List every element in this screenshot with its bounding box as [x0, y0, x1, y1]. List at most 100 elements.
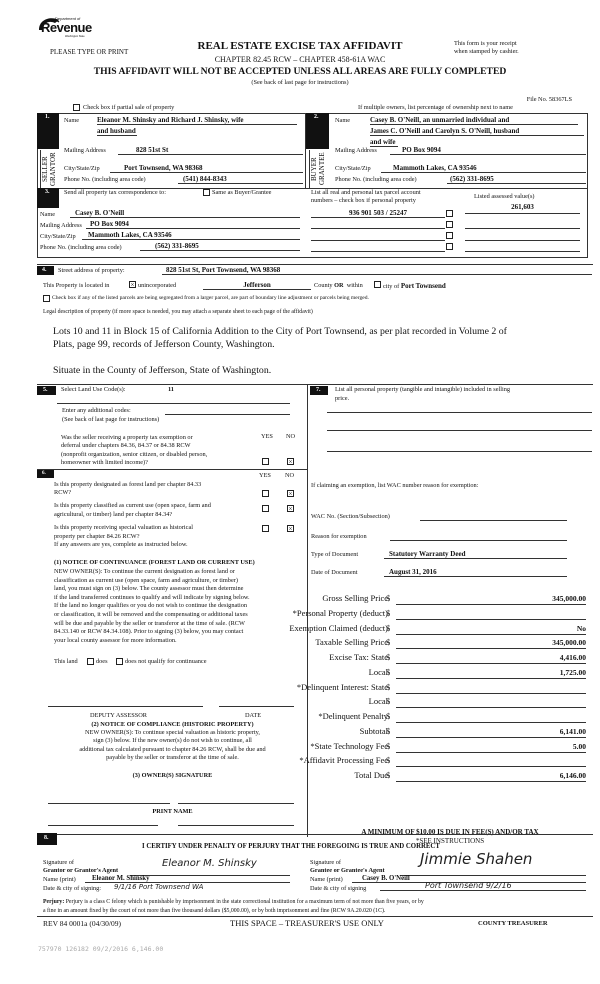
additional-codes-line[interactable] — [165, 414, 290, 415]
property-street[interactable]: 828 51st St, Port Townsend, WA 98368 — [162, 266, 592, 275]
grantor-signature-line[interactable] — [130, 875, 290, 876]
forest-q-2: RCW? — [54, 489, 72, 496]
tax-row-value[interactable]: 6,141.00 — [396, 727, 586, 738]
does-not-checkbox[interactable] — [116, 658, 123, 665]
land-use-line[interactable] — [57, 403, 290, 404]
deputy-signature-line[interactable] — [48, 706, 203, 707]
personal-property-line-2[interactable] — [327, 430, 592, 431]
corr-name[interactable]: Casey B. O'Neill — [70, 209, 300, 218]
print-name-line-1[interactable] — [48, 825, 158, 826]
land-use-code[interactable]: 11 — [168, 386, 174, 393]
corr-phone-label: Phone No. (including area code) — [40, 244, 122, 251]
personal-property-checkbox-1[interactable] — [446, 210, 453, 217]
historic-yes-checkbox[interactable] — [262, 525, 269, 532]
tax-row-value[interactable]: No — [396, 624, 586, 635]
assessed-label: Listed assessed value(s) — [474, 193, 535, 200]
parcel-line-2[interactable] — [311, 228, 445, 229]
tax-row-value[interactable] — [396, 712, 586, 723]
corr-phone[interactable]: (562) 331-8695 — [140, 242, 300, 251]
section-8-number: 8. — [37, 833, 57, 845]
county-name[interactable]: Jefferson — [203, 281, 311, 290]
assessed-line-4[interactable] — [465, 251, 580, 252]
seller-city[interactable]: Port Townsend, WA 98368 — [110, 164, 303, 173]
tax-row-value[interactable]: 6,146.00 — [396, 771, 586, 782]
segregated-checkbox[interactable] — [43, 295, 50, 302]
current-use-no-checkbox[interactable]: × — [287, 505, 294, 513]
buyer-name-line3[interactable]: and wife — [370, 138, 398, 147]
exempt-yes-checkbox[interactable] — [262, 458, 269, 465]
doc-date[interactable]: August 31, 2016 — [384, 568, 567, 577]
tax-row-value[interactable]: 5.00 — [396, 742, 586, 753]
exempt-no-checkbox[interactable]: × — [287, 458, 294, 466]
partial-sale-checkbox[interactable] — [73, 104, 80, 111]
seller-name-line1[interactable]: Eleanor M. Shinsky and Richard J. Shinsk… — [97, 116, 297, 125]
personal-property-checkbox-3[interactable] — [446, 232, 453, 239]
parcel-line-4[interactable] — [311, 251, 445, 252]
grantee-signature-text: Jimmie Shahen — [420, 850, 533, 868]
tax-row-value[interactable] — [396, 756, 586, 768]
personal-property-line-1[interactable] — [327, 412, 592, 413]
buyer-phone[interactable]: (562) 331-8695 — [447, 175, 586, 184]
tax-row-value[interactable]: 4,416.00 — [396, 653, 586, 664]
unincorporated-label: unincorporated — [138, 282, 177, 289]
grantor-name[interactable]: Eleanor M. Shinsky — [85, 875, 290, 883]
grantor-signature[interactable]: Eleanor M. Shinsky — [162, 858, 257, 869]
assessed-line-2[interactable] — [465, 228, 580, 229]
assessed-line-3[interactable] — [465, 240, 580, 241]
personal-property-checkbox-4[interactable] — [446, 243, 453, 250]
county-treasurer: COUNTY TREASURER — [478, 920, 548, 927]
same-as-buyer-checkbox[interactable] — [203, 189, 210, 196]
unincorporated-checkbox[interactable]: × — [129, 281, 136, 289]
grantor-signature-text: Eleanor M. Shinsky — [162, 858, 257, 869]
forest-yes-checkbox[interactable] — [262, 490, 269, 497]
does-checkbox[interactable] — [87, 658, 94, 665]
seller-mailing[interactable]: 828 51st St — [118, 146, 303, 155]
personal-property-checkbox-2[interactable] — [446, 221, 453, 228]
buyer-mailing[interactable]: PO Box 9094 — [390, 146, 586, 155]
tax-row-value[interactable]: 345,000.00 — [396, 594, 586, 605]
seller-name-line2[interactable]: and husband — [97, 127, 137, 136]
exempt-q-3: (nonprofit organization, senior citizen,… — [61, 451, 208, 458]
form-warning: THIS AFFIDAVIT WILL NOT BE ACCEPTED UNLE… — [93, 66, 507, 77]
seller-phone[interactable]: (541) 844-8343 — [178, 175, 303, 184]
forest-no-checkbox[interactable]: × — [287, 490, 294, 498]
tax-row-value[interactable]: 1,725.00 — [396, 668, 586, 679]
historic-no-checkbox[interactable]: × — [287, 525, 294, 533]
buyer-city[interactable]: Mammoth Lakes, CA 93546 — [381, 164, 586, 173]
tax-row-label: *Personal Property (deduct) — [292, 607, 388, 618]
doc-type[interactable]: Statutory Warranty Deed — [384, 550, 567, 559]
corr-mailing[interactable]: PO Box 9094 — [86, 220, 300, 229]
located-label: This Property is located in — [43, 282, 110, 289]
legal-line-1: Lots 10 and 11 in Block 15 of California… — [53, 326, 507, 337]
grantee-signature[interactable]: Jimmie Shahen — [420, 850, 532, 868]
buyer-name-line2[interactable]: James C. O'Neill and Carolyn S. O'Neill,… — [370, 127, 584, 136]
deputy-date-line[interactable] — [219, 706, 294, 707]
reason-input[interactable] — [390, 540, 567, 541]
tax-row-value[interactable]: 345,000.00 — [396, 638, 586, 650]
owner-signature-line-2[interactable] — [178, 803, 294, 804]
tax-row-value[interactable] — [396, 697, 586, 709]
tax-row-currency: $ — [386, 711, 391, 721]
grantee-name[interactable]: Casey B. O'Neill — [352, 875, 586, 883]
current-use-yes-checkbox[interactable] — [262, 505, 269, 512]
parcel-number[interactable]: 936 901 503 / 25247 — [311, 209, 445, 218]
wac-input[interactable] — [420, 520, 567, 521]
notice2-line: sign (3) below. If the new owner(s) do n… — [93, 737, 252, 745]
tax-row-value[interactable] — [396, 609, 586, 620]
parcel-line-3[interactable] — [311, 240, 445, 241]
section5-top-rule — [37, 384, 307, 385]
print-name-line-2[interactable] — [178, 825, 294, 826]
owner-signature-line-1[interactable] — [48, 803, 170, 804]
corr-city[interactable]: Mammoth Lakes, CA 93546 — [82, 231, 300, 240]
assessed-value[interactable]: 261,603 — [465, 203, 580, 214]
tax-row-value[interactable] — [396, 683, 586, 694]
perjury-label: Perjury: — [43, 899, 65, 905]
buyer-name-line1[interactable]: Casey B. O'Neill, an unmarried individua… — [370, 116, 578, 125]
city-checkbox[interactable] — [374, 281, 381, 288]
grantee-signature-line[interactable] — [400, 875, 586, 876]
grantee-date[interactable]: Port Townsend 9/2/16 — [380, 881, 586, 891]
personal-property-line-3[interactable] — [327, 451, 592, 452]
grantor-date[interactable]: 9/1/16 Port Townsend WA — [114, 883, 204, 891]
seller-name-label: Name — [64, 117, 80, 124]
exempt-q-2: deferral under chapters 84.36, 84.37 or … — [61, 442, 191, 449]
